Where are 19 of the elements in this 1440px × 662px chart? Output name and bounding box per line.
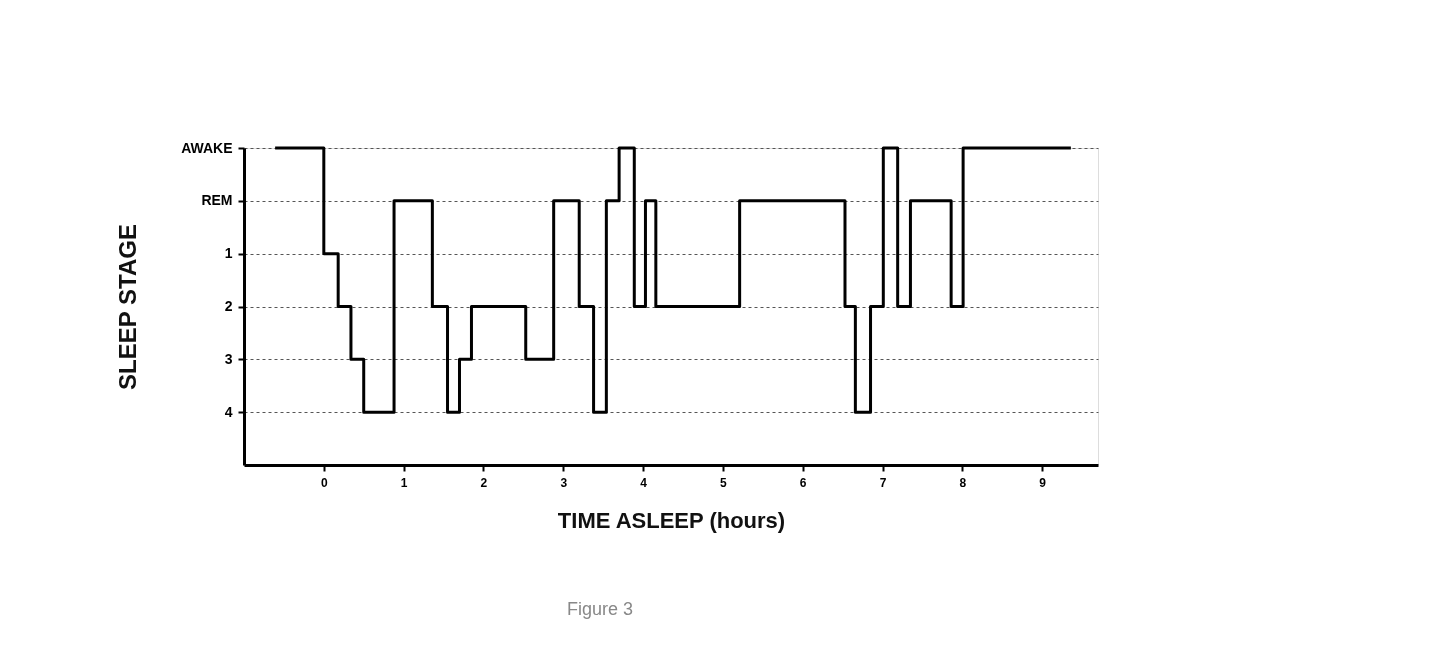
y-tick-label: AWAKE [181, 139, 233, 156]
x-tick-label: 9 [1039, 475, 1047, 490]
x-tick-label: 2 [480, 475, 488, 490]
y-tick-label: REM [201, 192, 233, 209]
x-tick-label: 1 [400, 475, 408, 490]
x-tick-label: 8 [959, 475, 967, 490]
x-tick-label: 7 [879, 475, 887, 490]
y-axis-title: SLEEP STAGE [114, 224, 142, 390]
y-tick-label: 3 [224, 350, 233, 367]
x-tick-label: 5 [720, 475, 728, 490]
x-tick-label: 4 [640, 475, 648, 490]
y-tick-label: 1 [224, 245, 233, 262]
caption: Figure 3 [566, 599, 634, 619]
x-tick-label: 3 [560, 475, 568, 490]
y-tick-label: 2 [224, 298, 233, 314]
x-tick-label: 6 [799, 475, 807, 490]
y-tick-label: 4 [224, 403, 233, 420]
x-axis-title: TIME ASLEEP (hours) [557, 507, 786, 533]
x-tick-label: 0 [320, 475, 328, 490]
